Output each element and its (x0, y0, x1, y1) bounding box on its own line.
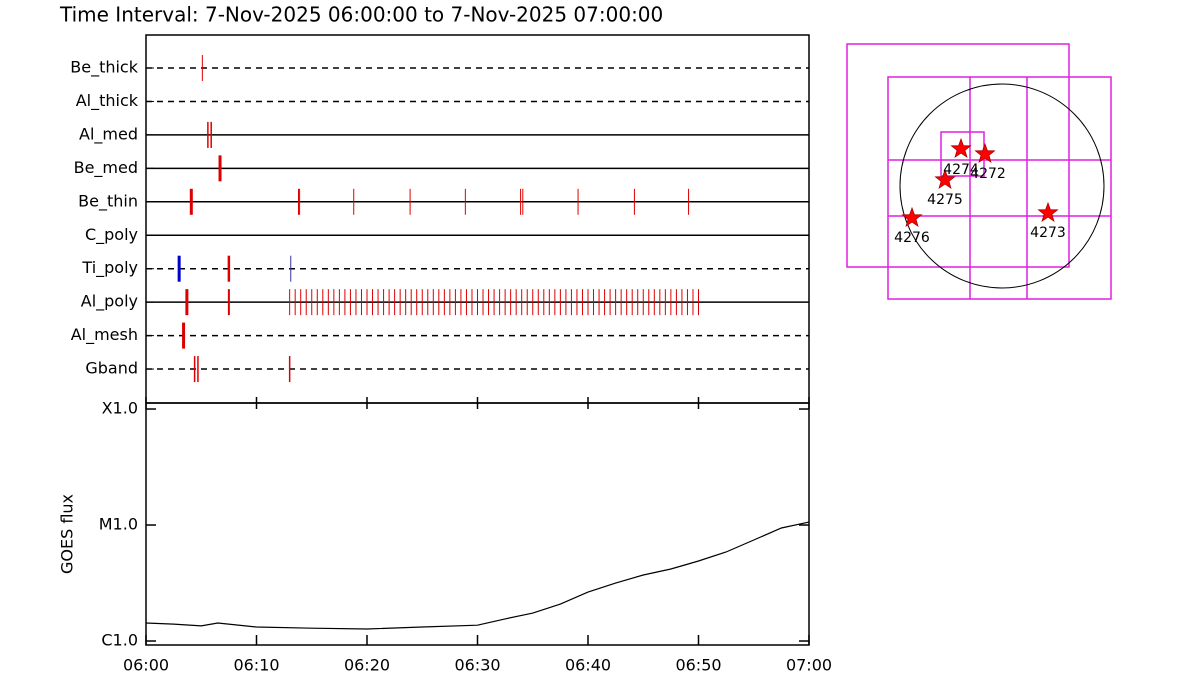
goes-frame (145, 402, 810, 646)
row-label: Al_thick (76, 91, 139, 111)
y-tick-label: M1.0 (99, 515, 138, 534)
row-label: Al_mesh (71, 325, 138, 345)
row-label: C_poly (85, 225, 138, 245)
x-tick-label: 06:50 (675, 656, 721, 675)
region-star (1038, 202, 1058, 222)
row-label: Al_poly (81, 292, 138, 312)
x-tick-label: 06:40 (565, 656, 611, 675)
x-tick-label: 06:00 (123, 656, 169, 675)
y-tick-label: X1.0 (102, 399, 138, 418)
timeline-frame (145, 34, 810, 404)
solar-disk (899, 83, 1105, 289)
row-label: Be_med (74, 158, 138, 178)
region-star (951, 138, 971, 158)
row-label: Al_med (79, 124, 138, 144)
region-label: 4276 (894, 230, 930, 246)
x-tick-label: 06:20 (344, 656, 390, 675)
goes-curve (145, 521, 810, 630)
x-tick-label: 07:00 (786, 656, 832, 675)
y-tick-label: C1.0 (101, 631, 138, 650)
row-label: Gband (85, 359, 138, 378)
fov-box (846, 43, 1070, 268)
row-label: Be_thin (78, 191, 138, 211)
region-map: 4274 4272 4275 4276 4273 (846, 43, 1112, 300)
region-label: 4273 (1030, 225, 1066, 241)
region-star (902, 207, 922, 227)
row-label: Be_thick (70, 58, 138, 78)
grid-box (887, 76, 1112, 300)
title: Time Interval: 7-Nov-2025 06:00:00 to 7-… (59, 3, 663, 27)
x-tick-label: 06:30 (454, 656, 500, 675)
x-tick-label: 06:10 (233, 656, 279, 675)
row-label: Ti_poly (81, 258, 138, 278)
region-label: 4272 (970, 166, 1006, 182)
y-axis-label: GOES flux (58, 494, 77, 574)
region-label: 4274 (943, 162, 979, 178)
region-label: 4275 (927, 192, 963, 208)
